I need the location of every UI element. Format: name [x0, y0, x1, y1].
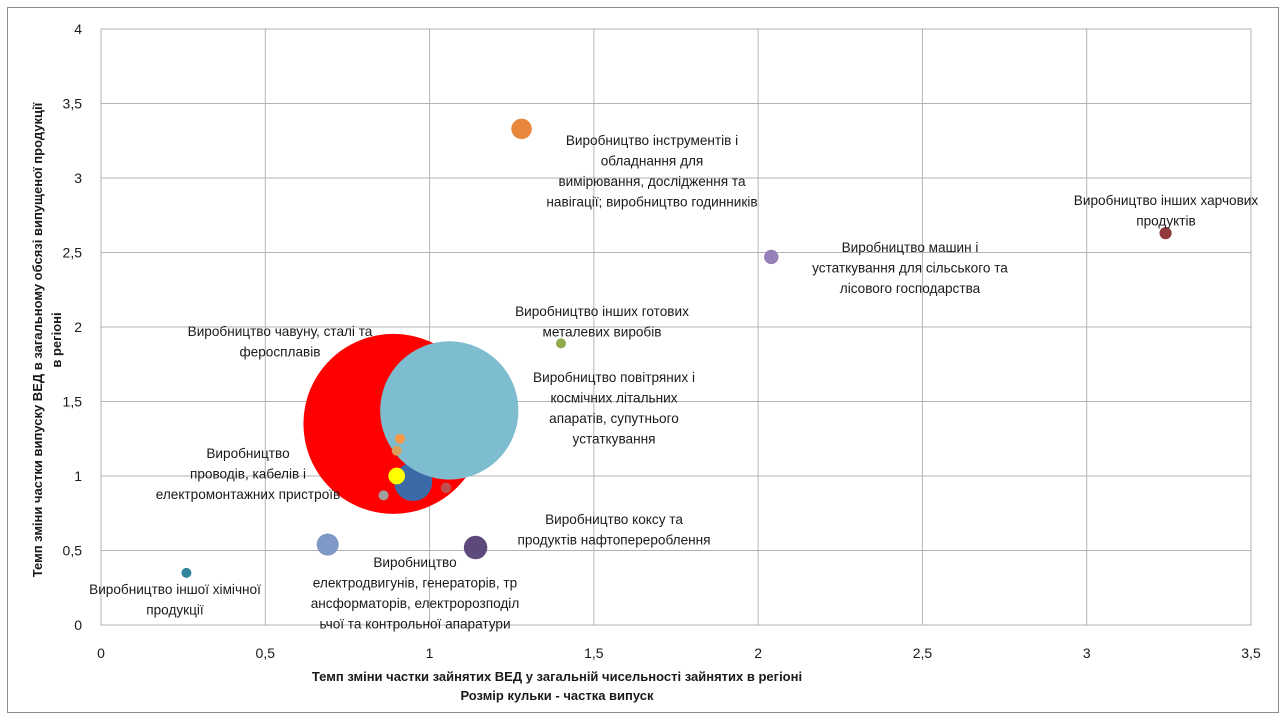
annotation-line: Виробництво машин і — [842, 240, 979, 255]
annotation-line: устаткування для сільського та — [812, 261, 1008, 276]
annotation-line: космічних літальних — [550, 391, 677, 406]
bubble-point — [511, 118, 532, 140]
x-tick-label: 1 — [426, 645, 434, 661]
x-tick-label: 1,5 — [584, 645, 604, 661]
bubble-point — [556, 338, 566, 349]
y-tick-label: 3,5 — [63, 96, 83, 112]
annotation-line: лісового господарства — [840, 281, 981, 296]
x-tick-label: 2 — [754, 645, 762, 661]
y-tick-label: 2 — [74, 319, 82, 335]
y-tick-label: 0 — [74, 617, 82, 633]
bubble-annotation: Виробництво інших харчових продуктів — [1074, 193, 1259, 229]
annotation-line: феросплавів — [240, 345, 321, 360]
y-axis-title-line1: Темп зміни частки випуску ВЕД в загально… — [30, 102, 45, 577]
annotation-line: Виробництво інших харчових — [1074, 193, 1259, 208]
bubble-point — [391, 445, 402, 456]
annotation-line: Виробництво повітряних і — [533, 370, 695, 385]
annotation-line: Виробництво інших готових — [515, 304, 689, 319]
annotation-line: продукції — [146, 603, 204, 618]
bubble-point — [463, 535, 488, 560]
annotation-line: вимірювання, дослідження та — [558, 174, 746, 189]
y-axis-title-line2: в регіоні — [49, 312, 64, 367]
annotation-line: Виробництво коксу та — [545, 512, 683, 527]
bubble-annotation: Виробництво інших готових металевих вироб… — [515, 304, 689, 340]
bubble-annotation: Виробництво інструментів і обладнання для… — [546, 133, 757, 210]
x-tick-label: 0,5 — [256, 645, 276, 661]
x-tick-label: 0 — [97, 645, 105, 661]
bubble-point — [181, 567, 192, 578]
y-tick-labels: 0 0,5 1 1,5 2 2,5 3 3,5 4 — [63, 21, 83, 633]
bubble-point — [316, 533, 339, 556]
annotation-line: Виробництво іншої хімічної — [89, 582, 261, 597]
annotation-line: Виробництво інструментів і — [566, 133, 738, 148]
x-axis-title: Темп зміни частки зайнятих ВЕД у загальн… — [312, 669, 802, 684]
annotation-line: ансформаторів, електророзподіл — [311, 596, 520, 611]
annotation-line: Виробництво — [373, 555, 456, 570]
x-tick-label: 3 — [1083, 645, 1091, 661]
y-tick-label: 2,5 — [63, 245, 83, 261]
x-axis-subtitle: Розмір кульки - частка випуск — [460, 688, 654, 703]
bubble-annotation: Виробництво електродвигунів, генераторів,… — [311, 555, 520, 632]
x-tick-label: 2,5 — [913, 645, 933, 661]
annotation-line: продуктів — [1136, 214, 1195, 229]
bubble-series — [181, 118, 1172, 578]
bubble-annotation: Виробництво коксу та продуктів нафтоперер… — [517, 512, 710, 548]
annotation-line: апаратів, супутнього — [549, 411, 679, 426]
y-tick-label: 1 — [74, 468, 82, 484]
y-tick-label: 0,5 — [63, 543, 83, 559]
x-tick-label: 3,5 — [1241, 645, 1261, 661]
annotation-line: електромонтажних пристроїв — [156, 487, 341, 502]
bubble-point — [395, 433, 405, 444]
grid-lines — [100, 28, 1252, 626]
bubble-point — [764, 249, 779, 265]
y-tick-label: 1,5 — [63, 394, 83, 410]
annotation-line: устаткування — [573, 432, 656, 447]
bubble-point — [380, 341, 519, 480]
bubble-annotation: Виробництво проводів, кабелів і електромон… — [156, 446, 341, 502]
bubble-point — [440, 482, 452, 494]
annotation-line: обладнання для — [601, 154, 704, 169]
bubble-annotation: Виробництво іншої хімічної продукції — [89, 582, 261, 618]
x-tick-labels: 0 0,5 1 1,5 2 2,5 3 3,5 — [97, 645, 1261, 661]
bubble-annotation: Виробництво машин і устаткування для сіль… — [812, 240, 1008, 296]
annotation-line: електродвигунів, генераторів, тр — [313, 576, 517, 591]
y-tick-label: 4 — [74, 21, 82, 37]
bubble-annotation: Виробництво повітряних і космічних літаль… — [533, 370, 695, 447]
annotation-line: продуктів нафтоперероблення — [517, 533, 710, 548]
annotation-line: навігації; виробництво годинників — [546, 195, 757, 210]
y-tick-label: 3 — [74, 170, 82, 186]
annotation-line: ьчої та контрольної апаратури — [319, 617, 510, 632]
annotation-line: Виробництво чавуну, сталі та — [188, 324, 373, 339]
chart-frame — [7, 7, 1279, 713]
annotation-line: Виробництво — [206, 446, 289, 461]
y-axis-title: Темп зміни частки випуску ВЕД в загально… — [30, 102, 64, 577]
bubble-point — [378, 490, 389, 501]
bubble-point — [1159, 227, 1172, 240]
bubble-point — [388, 467, 406, 485]
bubble-annotations: Виробництво інструментів і обладнання для… — [89, 133, 1258, 632]
bubble-annotation: Виробництво чавуну, сталі та феросплавів — [188, 324, 373, 360]
annotation-line: проводів, кабелів і — [190, 467, 306, 482]
annotation-line: металевих виробів — [543, 325, 662, 340]
